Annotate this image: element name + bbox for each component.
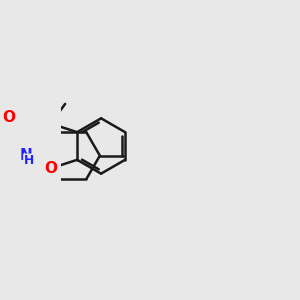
Text: H: H [24,154,34,167]
Text: N: N [20,148,33,163]
Text: O: O [44,161,57,176]
Text: O: O [2,110,15,125]
